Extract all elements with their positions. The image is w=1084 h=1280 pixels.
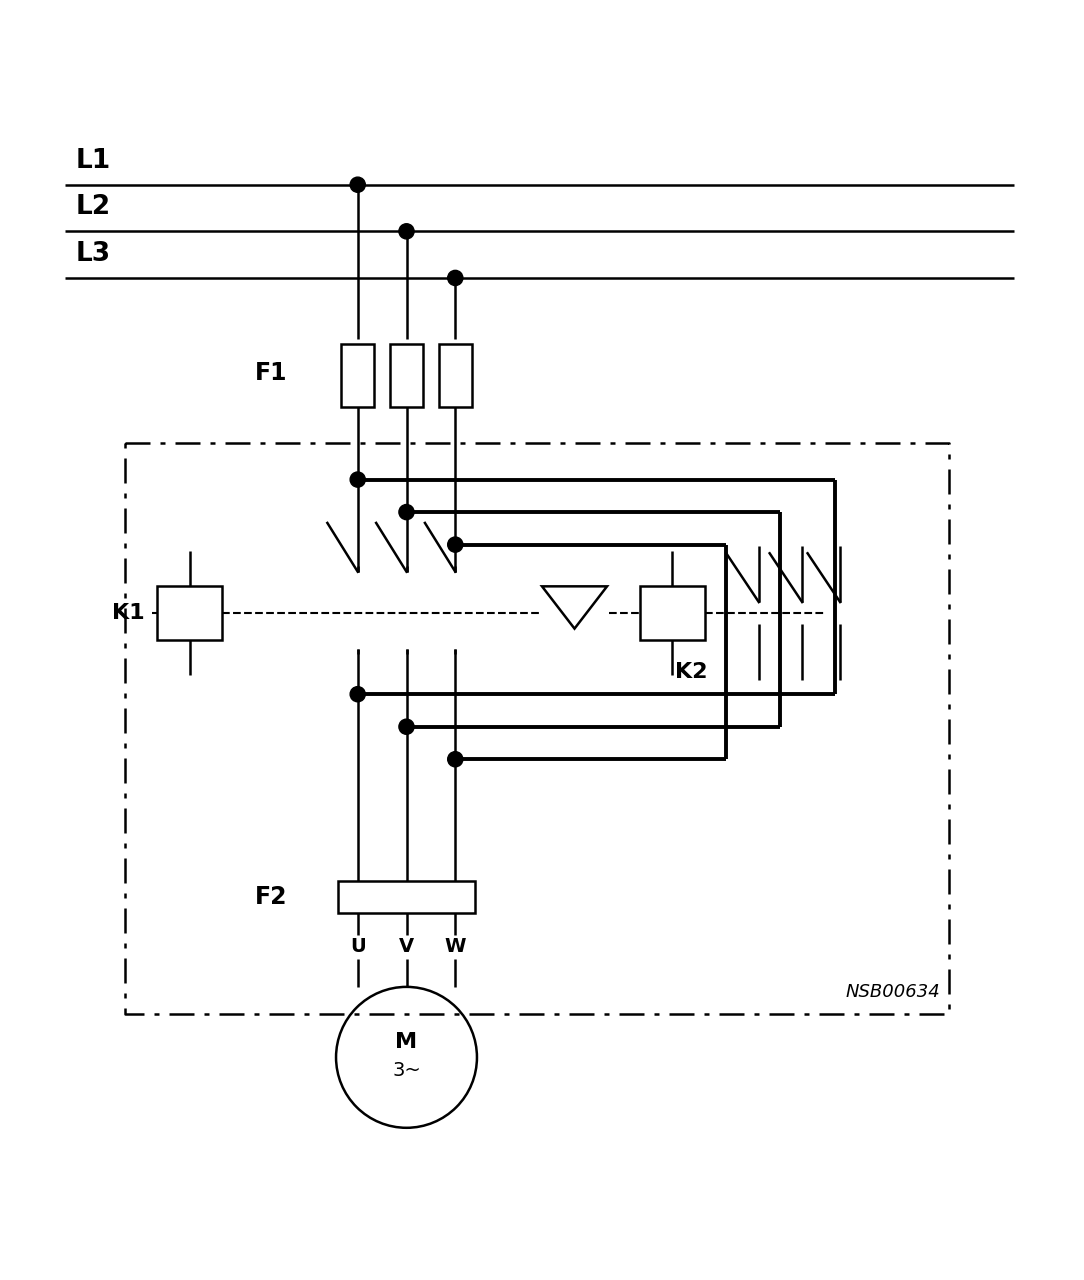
Text: 3~: 3~ [392,1061,421,1080]
Text: L2: L2 [76,195,111,220]
Circle shape [399,504,414,520]
Bar [341,344,374,407]
Text: V: V [399,937,414,956]
Circle shape [448,538,463,552]
Circle shape [350,686,365,701]
Bar [157,586,222,640]
Circle shape [399,224,414,239]
Text: F2: F2 [255,884,287,909]
Circle shape [448,751,463,767]
Text: K2: K2 [675,662,708,682]
Text: M: M [396,1032,417,1052]
Text: F1: F1 [255,361,287,385]
Text: U: U [350,937,365,956]
Text: W: W [444,937,466,956]
Circle shape [399,719,414,735]
Circle shape [448,270,463,285]
Bar [640,586,705,640]
Text: L1: L1 [76,148,112,174]
Bar [338,881,475,913]
Bar [439,344,472,407]
Circle shape [350,472,365,488]
Bar [390,344,423,407]
Text: K1: K1 [112,603,144,623]
Text: L3: L3 [76,241,111,268]
Circle shape [350,177,365,192]
Text: NSB00634: NSB00634 [846,983,940,1001]
